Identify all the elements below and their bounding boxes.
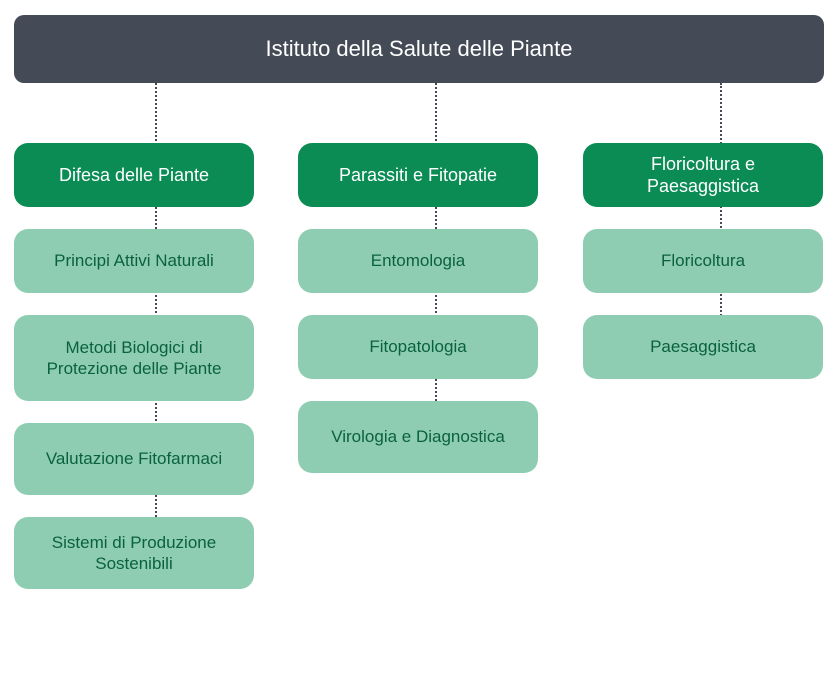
- leaf-label: Floricoltura: [661, 250, 745, 271]
- leaf-node: Sistemi di Produzione Sostenibili: [14, 517, 254, 589]
- leaf-label: Metodi Biologici di Protezione delle Pia…: [28, 337, 240, 380]
- branch-node: Floricoltura e Paesaggistica: [583, 143, 823, 207]
- branch-node: Parassiti e Fitopatie: [298, 143, 538, 207]
- leaf-label: Entomologia: [371, 250, 466, 271]
- leaf-node: Metodi Biologici di Protezione delle Pia…: [14, 315, 254, 401]
- leaf-node: Virologia e Diagnostica: [298, 401, 538, 473]
- branch-label: Difesa delle Piante: [59, 164, 209, 187]
- connector-line: [720, 83, 722, 347]
- org-root: Istituto della Salute delle Piante: [14, 15, 824, 83]
- branch-label: Parassiti e Fitopatie: [339, 164, 497, 187]
- leaf-label: Paesaggistica: [650, 336, 756, 357]
- branch-node: Difesa delle Piante: [14, 143, 254, 207]
- org-root-label: Istituto della Salute delle Piante: [266, 36, 573, 62]
- leaf-node: Principi Attivi Naturali: [14, 229, 254, 293]
- leaf-label: Virologia e Diagnostica: [331, 426, 505, 447]
- leaf-node: Fitopatologia: [298, 315, 538, 379]
- leaf-label: Valutazione Fitofarmaci: [46, 448, 222, 469]
- leaf-label: Fitopatologia: [369, 336, 466, 357]
- leaf-node: Valutazione Fitofarmaci: [14, 423, 254, 495]
- branch-label: Floricoltura e Paesaggistica: [597, 153, 809, 198]
- leaf-node: Entomologia: [298, 229, 538, 293]
- leaf-label: Principi Attivi Naturali: [54, 250, 214, 271]
- leaf-node: Floricoltura: [583, 229, 823, 293]
- leaf-node: Paesaggistica: [583, 315, 823, 379]
- leaf-label: Sistemi di Produzione Sostenibili: [28, 532, 240, 575]
